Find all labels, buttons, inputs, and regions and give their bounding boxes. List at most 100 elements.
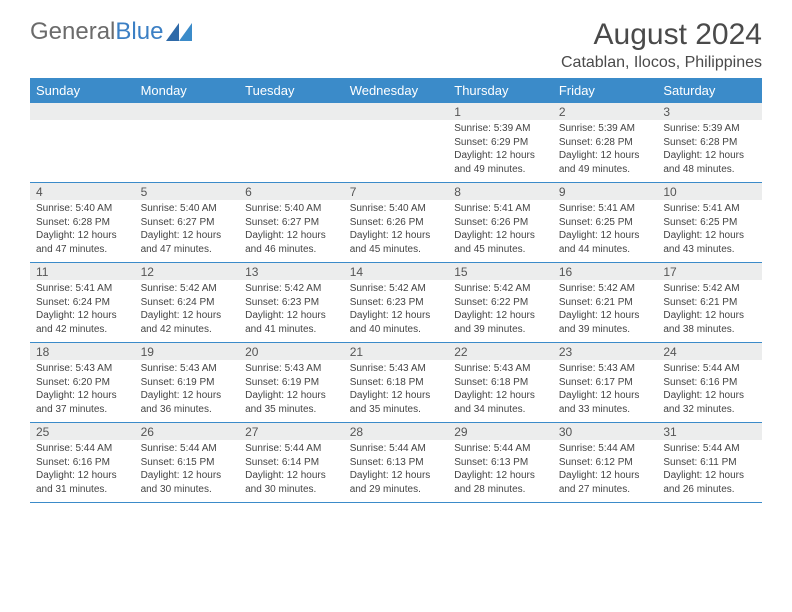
day-number-empty: [239, 103, 344, 120]
daylight-text: Daylight: 12 hours and 26 minutes.: [663, 469, 756, 496]
sunrise-text: Sunrise: 5:39 AM: [454, 122, 547, 136]
day-cell: 8Sunrise: 5:41 AMSunset: 6:26 PMDaylight…: [448, 183, 553, 263]
sunset-text: Sunset: 6:16 PM: [36, 456, 129, 470]
day-number: 11: [30, 263, 135, 280]
week-row: 11Sunrise: 5:41 AMSunset: 6:24 PMDayligh…: [30, 263, 762, 343]
day-data: Sunrise: 5:43 AMSunset: 6:19 PMDaylight:…: [239, 360, 344, 420]
day-data: Sunrise: 5:39 AMSunset: 6:28 PMDaylight:…: [553, 120, 658, 180]
sunrise-text: Sunrise: 5:44 AM: [245, 442, 338, 456]
day-cell: 31Sunrise: 5:44 AMSunset: 6:11 PMDayligh…: [657, 423, 762, 503]
day-data: Sunrise: 5:42 AMSunset: 6:22 PMDaylight:…: [448, 280, 553, 340]
day-cell: 13Sunrise: 5:42 AMSunset: 6:23 PMDayligh…: [239, 263, 344, 343]
sunrise-text: Sunrise: 5:42 AM: [350, 282, 443, 296]
day-number: 20: [239, 343, 344, 360]
day-cell: 18Sunrise: 5:43 AMSunset: 6:20 PMDayligh…: [30, 343, 135, 423]
sunset-text: Sunset: 6:28 PM: [36, 216, 129, 230]
daylight-text: Daylight: 12 hours and 44 minutes.: [559, 229, 652, 256]
sunset-text: Sunset: 6:18 PM: [350, 376, 443, 390]
daylight-text: Daylight: 12 hours and 45 minutes.: [454, 229, 547, 256]
day-cell: 19Sunrise: 5:43 AMSunset: 6:19 PMDayligh…: [135, 343, 240, 423]
daylight-text: Daylight: 12 hours and 47 minutes.: [141, 229, 234, 256]
calendar-page: GeneralBlue August 2024 Catablan, Ilocos…: [0, 0, 792, 513]
sunrise-text: Sunrise: 5:40 AM: [245, 202, 338, 216]
sunset-text: Sunset: 6:26 PM: [454, 216, 547, 230]
daylight-text: Daylight: 12 hours and 34 minutes.: [454, 389, 547, 416]
day-cell: [135, 103, 240, 183]
daylight-text: Daylight: 12 hours and 32 minutes.: [663, 389, 756, 416]
sunset-text: Sunset: 6:11 PM: [663, 456, 756, 470]
sunrise-text: Sunrise: 5:40 AM: [350, 202, 443, 216]
sunset-text: Sunset: 6:12 PM: [559, 456, 652, 470]
day-cell: 6Sunrise: 5:40 AMSunset: 6:27 PMDaylight…: [239, 183, 344, 263]
day-number: 15: [448, 263, 553, 280]
daylight-text: Daylight: 12 hours and 36 minutes.: [141, 389, 234, 416]
day-data: Sunrise: 5:42 AMSunset: 6:24 PMDaylight:…: [135, 280, 240, 340]
sunrise-text: Sunrise: 5:44 AM: [36, 442, 129, 456]
sunrise-text: Sunrise: 5:43 AM: [559, 362, 652, 376]
sunrise-text: Sunrise: 5:44 AM: [454, 442, 547, 456]
month-title: August 2024: [561, 18, 762, 52]
day-number: 6: [239, 183, 344, 200]
sunset-text: Sunset: 6:24 PM: [141, 296, 234, 310]
day-cell: 14Sunrise: 5:42 AMSunset: 6:23 PMDayligh…: [344, 263, 449, 343]
sunrise-text: Sunrise: 5:44 AM: [350, 442, 443, 456]
day-number: 1: [448, 103, 553, 120]
sunset-text: Sunset: 6:13 PM: [454, 456, 547, 470]
sunrise-text: Sunrise: 5:44 AM: [141, 442, 234, 456]
sunrise-text: Sunrise: 5:42 AM: [245, 282, 338, 296]
sunset-text: Sunset: 6:27 PM: [141, 216, 234, 230]
daylight-text: Daylight: 12 hours and 28 minutes.: [454, 469, 547, 496]
day-number: 3: [657, 103, 762, 120]
day-number: 8: [448, 183, 553, 200]
sunset-text: Sunset: 6:13 PM: [350, 456, 443, 470]
day-number: 28: [344, 423, 449, 440]
day-number: 13: [239, 263, 344, 280]
sunset-text: Sunset: 6:19 PM: [245, 376, 338, 390]
logo-text-gray: General: [30, 18, 115, 46]
sunrise-text: Sunrise: 5:42 AM: [663, 282, 756, 296]
daylight-text: Daylight: 12 hours and 46 minutes.: [245, 229, 338, 256]
week-row: 4Sunrise: 5:40 AMSunset: 6:28 PMDaylight…: [30, 183, 762, 263]
sunset-text: Sunset: 6:27 PM: [245, 216, 338, 230]
day-cell: 16Sunrise: 5:42 AMSunset: 6:21 PMDayligh…: [553, 263, 658, 343]
day-data: Sunrise: 5:42 AMSunset: 6:23 PMDaylight:…: [239, 280, 344, 340]
logo-triangle-icon: [166, 23, 192, 41]
day-number: 26: [135, 423, 240, 440]
day-cell: 9Sunrise: 5:41 AMSunset: 6:25 PMDaylight…: [553, 183, 658, 263]
sunset-text: Sunset: 6:29 PM: [454, 136, 547, 150]
day-number: 23: [553, 343, 658, 360]
day-number: 7: [344, 183, 449, 200]
day-data: Sunrise: 5:44 AMSunset: 6:15 PMDaylight:…: [135, 440, 240, 500]
day-cell: 10Sunrise: 5:41 AMSunset: 6:25 PMDayligh…: [657, 183, 762, 263]
day-cell: 7Sunrise: 5:40 AMSunset: 6:26 PMDaylight…: [344, 183, 449, 263]
dow-tuesday: Tuesday: [239, 78, 344, 103]
day-cell: [344, 103, 449, 183]
day-data-empty: [30, 120, 135, 176]
daylight-text: Daylight: 12 hours and 35 minutes.: [350, 389, 443, 416]
page-header: GeneralBlue August 2024 Catablan, Ilocos…: [30, 18, 762, 72]
daylight-text: Daylight: 12 hours and 47 minutes.: [36, 229, 129, 256]
sunrise-text: Sunrise: 5:44 AM: [663, 362, 756, 376]
day-cell: 30Sunrise: 5:44 AMSunset: 6:12 PMDayligh…: [553, 423, 658, 503]
day-number: 14: [344, 263, 449, 280]
day-number-empty: [344, 103, 449, 120]
day-data: Sunrise: 5:41 AMSunset: 6:24 PMDaylight:…: [30, 280, 135, 340]
daylight-text: Daylight: 12 hours and 31 minutes.: [36, 469, 129, 496]
sunset-text: Sunset: 6:23 PM: [245, 296, 338, 310]
day-data: Sunrise: 5:44 AMSunset: 6:13 PMDaylight:…: [344, 440, 449, 500]
logo: GeneralBlue: [30, 18, 192, 46]
sunset-text: Sunset: 6:19 PM: [141, 376, 234, 390]
day-data: Sunrise: 5:44 AMSunset: 6:12 PMDaylight:…: [553, 440, 658, 500]
day-data: Sunrise: 5:43 AMSunset: 6:18 PMDaylight:…: [448, 360, 553, 420]
daylight-text: Daylight: 12 hours and 49 minutes.: [559, 149, 652, 176]
day-number: 4: [30, 183, 135, 200]
location-label: Catablan, Ilocos, Philippines: [561, 54, 762, 72]
day-number: 22: [448, 343, 553, 360]
sunset-text: Sunset: 6:16 PM: [663, 376, 756, 390]
day-data: Sunrise: 5:40 AMSunset: 6:27 PMDaylight:…: [239, 200, 344, 260]
sunrise-text: Sunrise: 5:44 AM: [663, 442, 756, 456]
sunrise-text: Sunrise: 5:43 AM: [245, 362, 338, 376]
dow-saturday: Saturday: [657, 78, 762, 103]
day-data: Sunrise: 5:42 AMSunset: 6:21 PMDaylight:…: [553, 280, 658, 340]
day-cell: 4Sunrise: 5:40 AMSunset: 6:28 PMDaylight…: [30, 183, 135, 263]
